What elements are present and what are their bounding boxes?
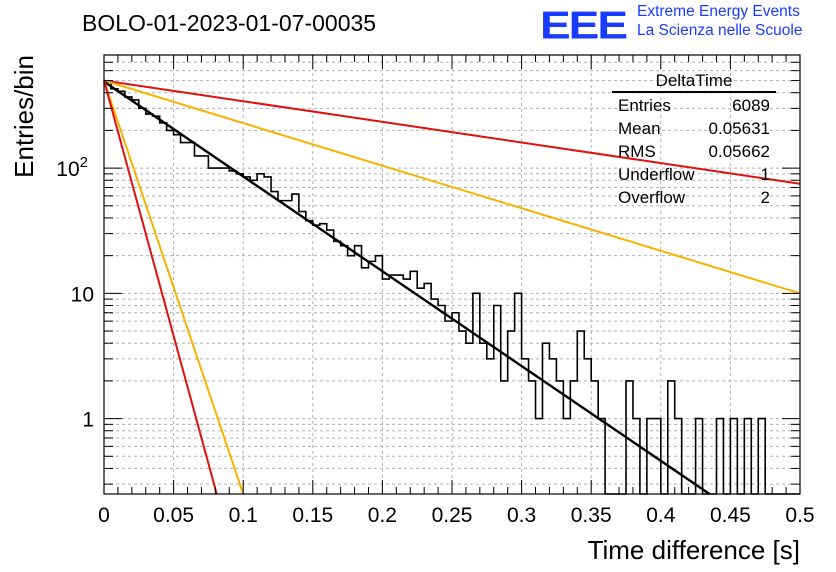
grid-lines: [103, 54, 801, 494]
stats-row: Underflow 1: [612, 163, 776, 186]
fit-line: [103, 80, 711, 495]
x-tick-label: 0.35: [571, 504, 612, 527]
x-tick-label: 0.15: [292, 504, 333, 527]
x-tick-label: 0: [98, 504, 110, 527]
page-title: BOLO-01-2023-01-07-00035: [82, 10, 377, 36]
stats-label: RMS: [618, 142, 656, 161]
x-tick-label: 0.1: [229, 504, 258, 527]
stats-label: Entries: [618, 96, 671, 115]
fit-lines: [103, 79, 801, 495]
stats-row: RMS 0.05662: [612, 140, 776, 163]
stats-value: 6089: [732, 96, 770, 115]
stats-row: Mean 0.05631: [612, 117, 776, 140]
logo-caption-line1: Extreme Energy Events: [637, 3, 800, 20]
y-tick-label: 1: [82, 409, 94, 432]
fit-line: [103, 79, 801, 185]
y-axis: 1 10 102: [56, 54, 800, 485]
stats-value: 2: [760, 188, 770, 207]
y-tick-label: 102: [56, 154, 88, 181]
x-tick-label: 0.05: [153, 504, 194, 527]
stats-row: Overflow 2: [612, 186, 776, 209]
x-tick-label: 0.2: [368, 504, 397, 527]
stats-label: Underflow: [618, 165, 695, 184]
histogram: [104, 80, 800, 495]
stats-value: 0.05662: [708, 142, 770, 161]
x-axis: 0 0.05 0.1 0.15 0.2 0.25 0.3 0.35 0.4 0.45 0.5: [98, 55, 815, 527]
fit-line: [103, 80, 245, 495]
stats-row: Entries 6089: [612, 94, 776, 117]
y-axis-label: Entries/bin: [9, 55, 39, 178]
y-tick-label: 10: [71, 283, 94, 306]
stats-label: Overflow: [618, 188, 686, 207]
x-tick-label: 0.25: [432, 504, 473, 527]
fit-line: [103, 79, 801, 295]
stats-box: DeltaTime Entries 6089 Mean 0.05631 RMS …: [612, 70, 776, 209]
x-tick-label: 0.4: [646, 504, 676, 527]
stats-label: Mean: [618, 119, 661, 138]
logo-caption-line2: La Scienza nelle Scuole: [637, 22, 803, 39]
x-tick-label: 0.5: [785, 504, 814, 527]
eee-logo: EEE: [540, 2, 628, 48]
stats-value: 0.05631: [708, 119, 770, 138]
x-tick-label: 0.3: [507, 504, 536, 527]
x-tick-label: 0.45: [710, 504, 751, 527]
stats-value: 1: [760, 165, 770, 184]
histogram-steps: [104, 80, 800, 495]
x-axis-label: Time difference [s]: [588, 535, 800, 565]
logo-caption: Extreme Energy Events La Scienza nelle S…: [637, 2, 802, 40]
stats-title: DeltaTime: [655, 71, 733, 90]
fit-line: [103, 80, 218, 495]
stats-divider: [612, 91, 776, 93]
